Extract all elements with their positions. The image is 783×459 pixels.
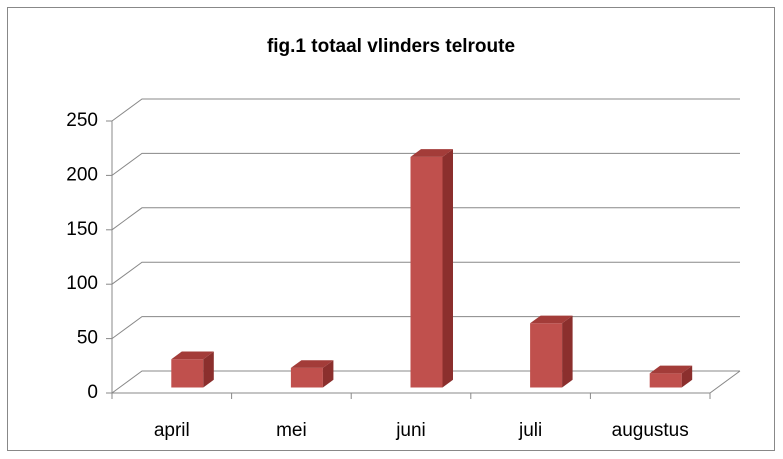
- bar-front: [290, 367, 323, 388]
- bar: [530, 315, 573, 388]
- bar-top: [171, 351, 214, 360]
- bar-front: [530, 323, 563, 388]
- bar-side: [562, 315, 573, 388]
- bar: [290, 360, 334, 388]
- bar-front: [410, 156, 443, 388]
- y-tick-label: 250: [66, 110, 98, 131]
- x-tick-label: april: [154, 420, 190, 441]
- bar-top: [530, 315, 573, 324]
- x-tick-label: juli: [518, 420, 542, 441]
- y-tick-label: 0: [87, 382, 98, 403]
- y-tick-label: 200: [66, 164, 98, 185]
- y-tick-label: 100: [66, 273, 98, 294]
- bar: [171, 351, 214, 388]
- bar: [649, 365, 693, 388]
- grid-line: [111, 152, 740, 176]
- bar-top: [290, 360, 334, 368]
- bar-top: [410, 149, 453, 157]
- bar-front: [649, 373, 682, 388]
- bar-side: [322, 360, 334, 388]
- x-tick-label: augustus: [612, 420, 689, 441]
- y-tick-label: 50: [77, 328, 98, 349]
- axis-line: [111, 121, 741, 394]
- grid-line: [111, 98, 740, 122]
- bar-side: [203, 351, 214, 388]
- grid-line: [111, 261, 740, 285]
- bar-side: [681, 365, 693, 388]
- bar-front: [171, 359, 204, 388]
- y-tick-label: 150: [66, 219, 98, 240]
- x-tick-label: juni: [395, 420, 426, 441]
- x-tick-label: mei: [276, 420, 307, 441]
- grid-line: [111, 207, 740, 231]
- bar-top: [649, 365, 693, 374]
- bar-side: [442, 149, 453, 388]
- chart-title: fig.1 totaal vlinders telroute: [267, 36, 515, 57]
- chart-border: [7, 7, 775, 451]
- bar: [410, 149, 453, 388]
